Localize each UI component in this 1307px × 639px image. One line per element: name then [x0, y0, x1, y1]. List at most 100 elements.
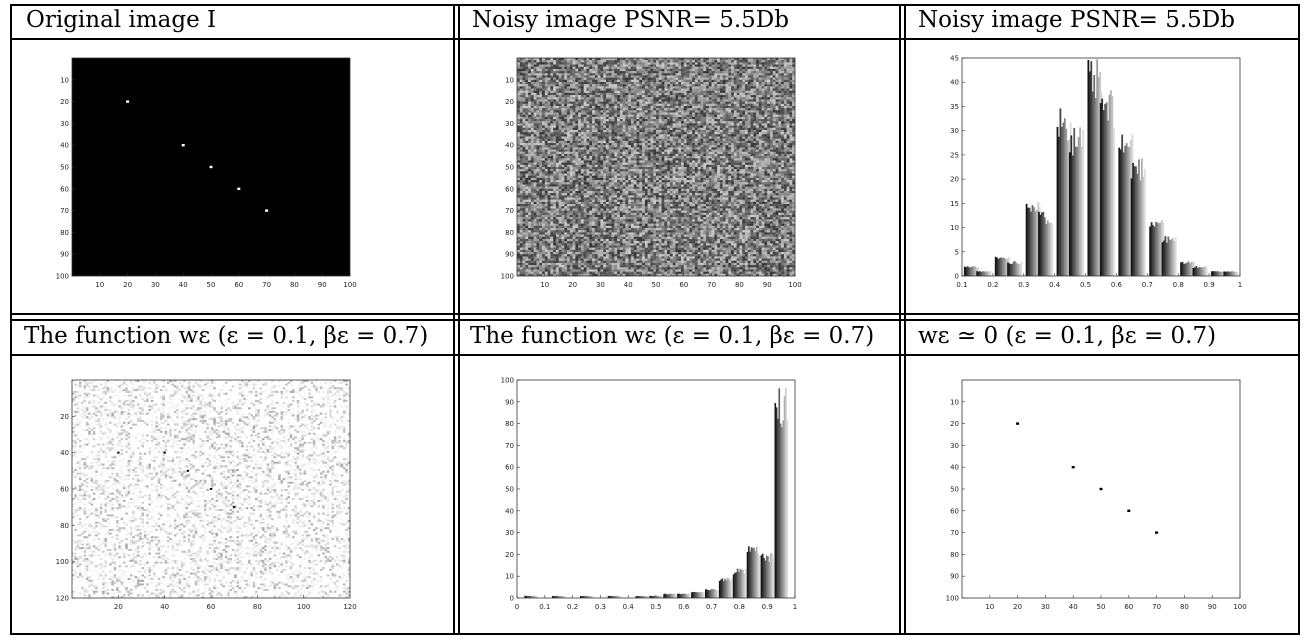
- noisy-pixel: [700, 101, 704, 104]
- noisy-pixel: [561, 103, 565, 107]
- noisy-pixel: [547, 147, 551, 150]
- noisy-pixel: [664, 90, 668, 94]
- noisy-pixel: [767, 103, 771, 107]
- noisy-pixel: [575, 101, 579, 104]
- noisy-pixel: [555, 95, 559, 98]
- noisy-pixel: [619, 64, 623, 67]
- noisy-pixel: [564, 97, 568, 100]
- noisy-pixel: [564, 95, 568, 98]
- noisy-pixel: [661, 92, 665, 96]
- noisy-pixel: [661, 156, 665, 159]
- noisy-pixel: [700, 162, 704, 166]
- noisy-pixel: [661, 132, 665, 135]
- noisy-pixel: [625, 60, 629, 63]
- noisy-pixel: [714, 68, 718, 72]
- noisy-pixel: [658, 71, 662, 74]
- noisy-pixel: [747, 71, 751, 74]
- noisy-pixel: [708, 60, 712, 63]
- noisy-pixel: [667, 99, 671, 102]
- noisy-pixel: [700, 136, 704, 139]
- noisy-pixel: [736, 127, 740, 131]
- noisy-pixel: [569, 105, 573, 109]
- noisy-pixel: [744, 156, 748, 159]
- noisy-pixel: [700, 64, 704, 67]
- noisy-pixel: [542, 138, 545, 142]
- noisy-pixel: [672, 68, 676, 72]
- noisy-pixel: [722, 68, 726, 72]
- noisy-pixel: [769, 97, 773, 100]
- noisy-pixel: [594, 140, 598, 144]
- noisy-pixel: [756, 71, 760, 74]
- noisy-pixel: [608, 92, 612, 96]
- noisy-pixel: [714, 77, 718, 80]
- noisy-pixel: [622, 129, 626, 133]
- noisy-pixel: [744, 92, 748, 96]
- noisy-pixel: [530, 86, 534, 89]
- noisy-pixel: [742, 84, 746, 87]
- noisy-pixel: [547, 136, 551, 139]
- noisy-pixel: [617, 132, 621, 135]
- noisy-pixel: [567, 123, 571, 126]
- noisy-pixel: [772, 60, 776, 63]
- noisy-pixel: [703, 158, 707, 161]
- noisy-pixel: [756, 160, 760, 163]
- noisy-pixel: [667, 110, 671, 113]
- noisy-pixel: [706, 151, 710, 155]
- noisy-pixel: [731, 140, 735, 144]
- noisy-pixel: [553, 66, 557, 70]
- noisy-pixel: [553, 140, 557, 144]
- noisy-pixel: [600, 162, 604, 166]
- noisy-pixel: [536, 162, 540, 166]
- noisy-pixel: [622, 156, 626, 159]
- noisy-pixel: [567, 73, 571, 76]
- noisy-pixel: [550, 149, 554, 152]
- noisy-pixel: [700, 103, 704, 107]
- noisy-pixel: [669, 58, 673, 61]
- noisy-pixel: [761, 101, 765, 104]
- noisy-pixel: [636, 129, 640, 133]
- noisy-pixel: [575, 108, 579, 111]
- noisy-pixel: [786, 156, 790, 159]
- noisy-pixel: [756, 127, 760, 131]
- noisy-pixel: [758, 64, 762, 67]
- noisy-pixel: [525, 88, 529, 91]
- noisy-pixel: [742, 123, 746, 126]
- noisy-pixel: [614, 119, 618, 122]
- noisy-pixels: [517, 58, 796, 277]
- noisy-pixel: [625, 145, 629, 148]
- noisy-pixel: [542, 121, 545, 124]
- noisy-pixel: [789, 110, 793, 113]
- noisy-pixel: [694, 97, 698, 100]
- noisy-pixel: [781, 81, 785, 85]
- noisy-pixel: [728, 68, 732, 72]
- noisy-pixel: [542, 81, 545, 85]
- noisy-pixel: [739, 153, 743, 157]
- noisy-pixel: [728, 110, 732, 113]
- noisy-pixel: [517, 84, 520, 87]
- noisy-pixel: [764, 136, 768, 139]
- noisy-pixel: [725, 149, 729, 152]
- noisy-pixel: [592, 129, 596, 133]
- noisy-pixel: [522, 158, 526, 161]
- noisy-pixel: [603, 79, 607, 83]
- noisy-pixel: [742, 162, 746, 166]
- noisy-pixel: [555, 66, 559, 70]
- noisy-pixel: [669, 156, 673, 159]
- noisy-pixel: [661, 68, 665, 72]
- noisy-pixel: [772, 134, 776, 137]
- noisy-pixel: [789, 73, 793, 76]
- noisy-pixel: [605, 64, 609, 67]
- noisy-pixel: [761, 123, 765, 126]
- noisy-pixel: [611, 64, 615, 67]
- noisy-pixel: [636, 158, 640, 161]
- noisy-pixel: [756, 143, 760, 146]
- noisy-pixel: [728, 116, 732, 120]
- noisy-pixel: [758, 160, 762, 163]
- noisy-pixel: [739, 138, 743, 142]
- noisy-pixel: [758, 145, 762, 148]
- noisy-pixel: [736, 71, 740, 74]
- noisy-pixel: [542, 127, 545, 131]
- noisy-pixel: [689, 136, 693, 139]
- noisy-pixel: [736, 116, 740, 120]
- noisy-pixel: [647, 84, 651, 87]
